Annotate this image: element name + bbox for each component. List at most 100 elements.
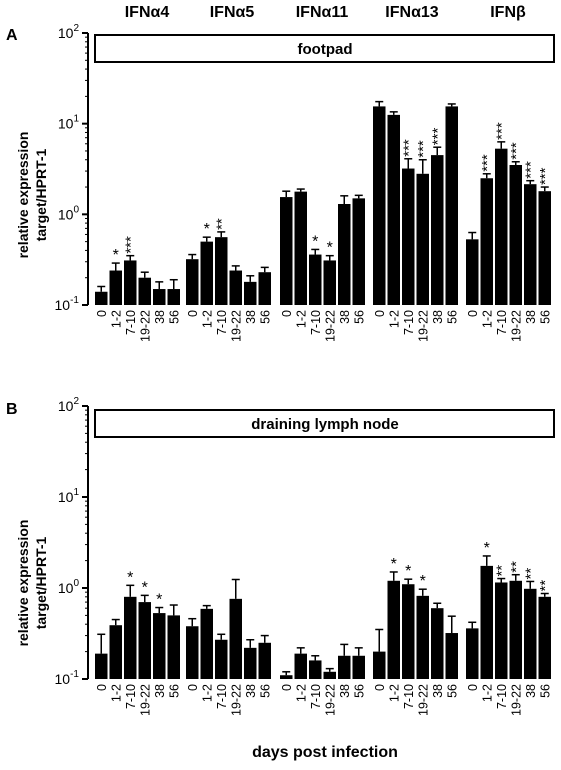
significance-label: ***	[400, 139, 417, 157]
bar	[323, 671, 336, 679]
x-tick-label: 1-2	[200, 684, 214, 702]
bar	[480, 565, 493, 679]
y-axis-label-line2: target/HPRT-1	[33, 537, 49, 630]
x-tick-label: 19-22	[509, 684, 523, 716]
x-tick-label: 0	[95, 684, 109, 691]
x-tick-label: 19-22	[323, 684, 337, 716]
gene-label-ifna4: IFNα4	[125, 4, 170, 21]
x-tick-label: 19-22	[323, 310, 337, 342]
x-tick-label: 1-2	[480, 684, 494, 702]
x-tick-label: 1-2	[200, 310, 214, 328]
bar	[95, 291, 108, 305]
x-tick-label: 19-22	[509, 310, 523, 342]
bar	[352, 655, 365, 679]
bar	[229, 270, 242, 305]
significance-label: ***	[429, 128, 446, 146]
significance-label: *	[113, 247, 119, 264]
bar	[373, 106, 386, 305]
x-tick-label: 56	[167, 310, 181, 324]
bar	[95, 653, 108, 679]
bar	[480, 178, 493, 305]
bar	[509, 580, 522, 679]
x-tick-label: 38	[431, 684, 445, 698]
x-tick-label: 19-22	[416, 684, 430, 716]
bar	[153, 613, 166, 679]
x-tick-label: 56	[167, 684, 181, 698]
bar	[167, 289, 180, 305]
bar	[445, 106, 458, 305]
x-tick-label: 7-10	[495, 684, 509, 709]
x-tick-label: 38	[153, 684, 167, 698]
bar	[509, 165, 522, 305]
x-tick-label: 1-2	[294, 310, 308, 328]
x-tick-label: 56	[538, 310, 552, 324]
significance-label: *	[142, 579, 148, 596]
bar	[495, 582, 508, 679]
bar	[538, 596, 551, 679]
bar	[431, 155, 444, 305]
significance-label: ***	[415, 140, 432, 158]
y-tick-label: 102	[58, 23, 80, 41]
x-tick-label: 19-22	[416, 310, 430, 342]
x-tick-label: 7-10	[124, 684, 138, 709]
bar	[466, 628, 479, 679]
series-1: 0 1-2 7-10 19-22 38 56	[186, 578, 272, 716]
x-tick-label: 19-22	[229, 684, 243, 716]
x-tick-label: 38	[431, 310, 445, 324]
significance-label: *	[312, 233, 318, 250]
bar	[352, 198, 365, 305]
gene-label-ifnb: IFNβ	[490, 4, 526, 21]
bar	[167, 615, 180, 679]
bar	[186, 259, 199, 305]
x-tick-label: 0	[186, 684, 200, 691]
bar	[200, 608, 213, 679]
significance-label: *	[327, 240, 333, 257]
bar	[323, 260, 336, 305]
x-tick-label: 56	[258, 310, 272, 324]
panel-title-box	[94, 409, 555, 438]
x-tick-label: 19-22	[229, 310, 243, 342]
y-tick-label: 102	[58, 396, 80, 414]
panel-title-box	[94, 34, 555, 63]
bar	[373, 651, 386, 679]
bar	[200, 241, 213, 305]
bar	[280, 675, 293, 679]
bar	[338, 655, 351, 679]
x-tick-label: 1-2	[109, 310, 123, 328]
series-1: 0 * 1-2 ** 7-10 19-22 38 56	[186, 218, 273, 342]
significance-label: *	[204, 221, 210, 238]
panel-title: footpad	[298, 41, 353, 58]
panel-letter-b: B	[6, 401, 18, 418]
bar	[258, 642, 271, 679]
bar	[524, 184, 537, 305]
bar	[153, 289, 166, 305]
significance-label: ***	[537, 167, 554, 185]
bar	[215, 237, 228, 305]
gene-label-ifna13: IFNα13	[385, 4, 439, 21]
series-3: 0 * 1-2 * 7-10 * 19-22 38 56	[373, 556, 460, 716]
bar	[431, 608, 444, 679]
gene-labels: IFNα4 IFNα5 IFNα11 IFNα13 IFNβ	[125, 4, 526, 21]
bar	[244, 647, 257, 679]
y-tick-label: 10-1	[55, 295, 80, 313]
x-tick-label: 38	[244, 310, 258, 324]
bar	[109, 625, 122, 679]
bar	[138, 277, 151, 305]
gene-label-ifna11: IFNα11	[296, 4, 349, 21]
bar	[244, 281, 257, 305]
x-tick-label: 1-2	[480, 310, 494, 328]
y-tick-label: 101	[58, 487, 80, 505]
x-tick-label: 56	[445, 310, 459, 324]
bar	[445, 633, 458, 679]
significance-label: *	[391, 556, 397, 573]
bar	[538, 191, 551, 305]
panel-title: draining lymph node	[251, 416, 399, 433]
significance-label: ***	[508, 142, 525, 160]
x-tick-label: 56	[352, 310, 366, 324]
significance-label: **	[522, 568, 539, 580]
bar	[138, 602, 151, 679]
y-axis-label: relative expression target/HPRT-1	[15, 132, 49, 259]
bar	[109, 270, 122, 305]
y-tick-label: 101	[58, 114, 80, 132]
